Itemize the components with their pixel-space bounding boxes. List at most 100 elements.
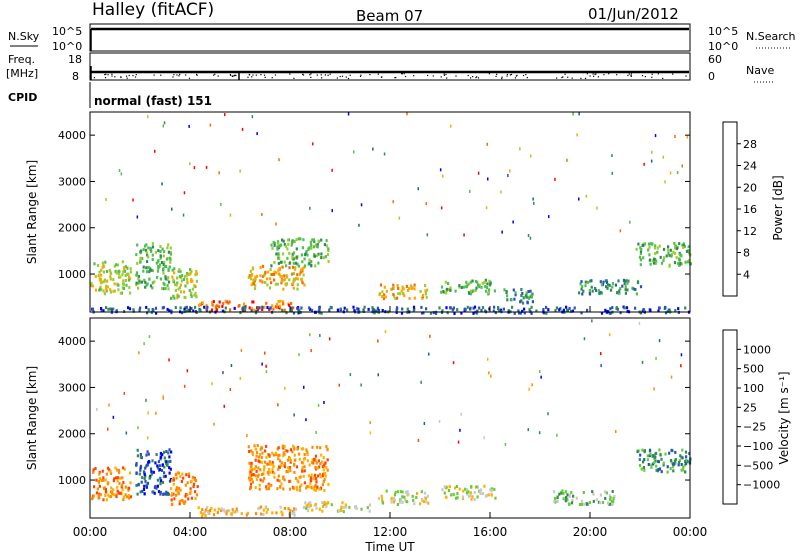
echo-cell	[121, 273, 124, 277]
nave-dot	[188, 77, 191, 79]
echo-cell	[653, 257, 656, 261]
echo-cell	[294, 507, 298, 511]
echo-cell	[139, 260, 142, 264]
echo-cell	[310, 349, 312, 353]
echo-cell	[154, 306, 158, 310]
echo-cell	[649, 258, 652, 262]
echo-cell	[119, 476, 122, 480]
echo-cell	[157, 266, 160, 270]
echo-cell	[649, 262, 652, 266]
echo-cell	[192, 482, 196, 486]
echo-cell	[261, 305, 264, 309]
echo-cell	[137, 483, 140, 487]
echo-cell	[150, 472, 153, 476]
nave-dot	[316, 74, 318, 76]
echo-cell	[276, 247, 279, 251]
echo-cell	[250, 283, 253, 287]
nave-dot	[107, 74, 109, 76]
echo-cell	[525, 295, 528, 299]
echo-cell	[494, 496, 497, 500]
echo-cell	[481, 281, 484, 285]
echo-cell	[618, 289, 621, 293]
nave-dot	[134, 76, 137, 78]
echo-cell	[635, 247, 638, 251]
colorbar-tick-label: 16	[743, 203, 757, 216]
echo-cell	[240, 512, 243, 516]
echo-cell	[478, 285, 481, 289]
echo-cell	[233, 306, 236, 310]
echo-cell	[478, 306, 481, 310]
nave-dot	[128, 74, 130, 77]
echo-cell	[231, 508, 234, 512]
nave-dot	[196, 73, 198, 75]
echo-cell	[283, 462, 286, 465]
echo-cell	[578, 503, 582, 506]
echo-cell	[293, 458, 296, 462]
echo-cell	[270, 273, 273, 276]
echo-cell	[112, 307, 115, 311]
echo-cell	[664, 180, 666, 184]
echo-cell	[445, 287, 449, 291]
echo-cell	[490, 487, 493, 491]
cpid-value: normal (fast) 151	[94, 94, 212, 108]
echo-cell	[445, 306, 448, 310]
echo-cell	[293, 240, 296, 243]
echo-cell	[608, 494, 611, 498]
echo-cell	[146, 483, 149, 487]
echo-cell	[310, 473, 313, 477]
echo-cell	[600, 364, 602, 368]
freq-panel-frame	[89, 52, 691, 81]
echo-cell	[168, 471, 171, 475]
echo-cell	[392, 200, 394, 204]
echo-cell	[221, 309, 224, 313]
echo-cell	[311, 458, 314, 462]
echo-cell	[241, 307, 244, 311]
echo-cell	[262, 513, 265, 516]
echo-cell	[277, 261, 280, 265]
echo-cell	[179, 488, 182, 492]
y-tick-label: 2000	[58, 428, 86, 441]
echo-cell	[609, 496, 612, 500]
echo-cell	[106, 279, 109, 283]
echo-cell	[513, 297, 516, 301]
nave-dot	[93, 77, 95, 79]
echo-cell	[450, 493, 453, 497]
echo-cell	[309, 501, 312, 505]
echo-cell	[327, 260, 330, 264]
echo-cell	[189, 268, 192, 272]
echo-cell	[259, 447, 262, 451]
echo-cell	[284, 282, 287, 286]
echo-cell	[267, 472, 270, 476]
echo-cell	[654, 261, 657, 265]
echo-cell	[129, 481, 132, 485]
echo-cell	[181, 311, 184, 315]
echo-cell	[529, 289, 532, 293]
echo-cell	[98, 496, 101, 500]
echo-cell	[303, 385, 305, 389]
echo-cell	[318, 507, 321, 511]
echo-cell	[101, 261, 104, 265]
echo-cell	[292, 257, 295, 261]
echo-cell	[681, 164, 683, 168]
echo-cell	[218, 171, 220, 175]
echo-cell	[280, 510, 283, 514]
echo-cell	[586, 308, 589, 312]
echo-cell	[214, 304, 217, 308]
echo-cell	[172, 294, 175, 298]
echo-cell	[662, 247, 666, 251]
echo-cell	[439, 168, 442, 172]
echo-cell	[295, 255, 298, 259]
echo-cell	[376, 306, 379, 310]
echo-cell	[180, 274, 184, 278]
echo-cell	[429, 334, 431, 338]
echo-cell	[122, 270, 125, 274]
echo-cell	[450, 124, 452, 128]
echo-cell	[255, 469, 258, 473]
echo-cell	[159, 492, 162, 496]
echo-cell	[118, 169, 121, 172]
echo-cell	[287, 242, 290, 246]
colorbar-tick-label: −1000	[743, 479, 780, 492]
echo-cell	[272, 453, 275, 457]
